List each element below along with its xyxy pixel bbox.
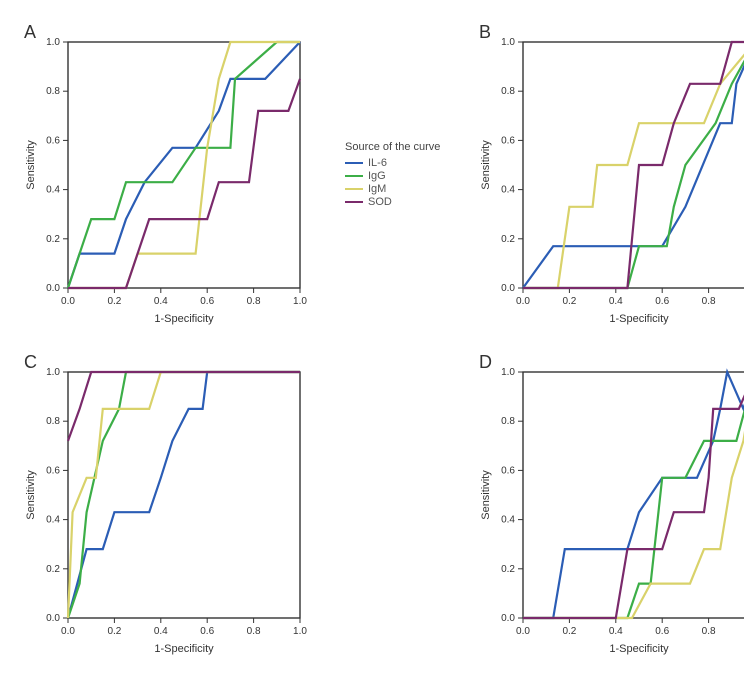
panel-d: D0.00.00.20.20.40.40.60.60.80.81.01.01-S… [475,350,744,660]
x-axis-title: 1-Specificity [609,313,669,325]
panel-label: A [24,22,36,42]
legend-label: IgG [368,170,386,182]
roc-curve-igm [523,372,744,618]
y-tick-label: 0.2 [46,234,60,245]
y-tick-label: 0.4 [46,185,60,196]
x-tick-label: 0.2 [562,626,576,637]
y-tick-label: 1.0 [46,37,60,48]
roc-curve-igg [523,42,744,288]
y-axis-title: Sensitivity [480,470,492,520]
x-tick-label: 0.0 [516,626,530,637]
y-tick-label: 1.0 [46,367,60,378]
y-tick-label: 0.4 [501,515,515,526]
y-tick-label: 0.8 [46,86,60,97]
y-tick-label: 0.6 [46,135,60,146]
roc-curve-il-6 [523,42,744,288]
legend-item: IgM [345,183,475,195]
y-tick-label: 0.6 [46,465,60,476]
legend-title: Source of the curve [345,141,475,153]
x-tick-label: 0.4 [609,296,623,307]
panel-label: B [479,22,491,42]
y-tick-label: 0.6 [501,465,515,476]
legend-swatch [345,175,363,177]
x-tick-label: 0.4 [609,626,623,637]
x-tick-label: 0.4 [154,626,168,637]
y-tick-label: 0.0 [46,613,60,624]
x-axis-title: 1-Specificity [154,313,214,325]
x-tick-label: 0.8 [247,626,261,637]
y-tick-label: 0.8 [46,416,60,427]
legend-swatch [345,162,363,164]
legend-item: IgG [345,170,475,182]
y-tick-label: 0.4 [501,185,515,196]
y-tick-label: 0.4 [46,515,60,526]
roc-curve-igm [523,42,744,288]
x-tick-label: 0.2 [562,296,576,307]
y-tick-label: 0.0 [46,283,60,294]
roc-curve-igm [68,372,300,618]
x-tick-label: 0.6 [655,296,669,307]
panel-b: B0.00.00.20.20.40.40.60.60.80.81.01.01-S… [475,20,744,330]
y-tick-label: 0.0 [501,283,515,294]
x-tick-label: 0.0 [61,626,75,637]
y-tick-label: 0.2 [501,234,515,245]
x-tick-label: 0.8 [702,626,716,637]
x-tick-label: 0.0 [516,296,530,307]
y-tick-label: 0.2 [46,564,60,575]
x-tick-label: 1.0 [293,296,307,307]
y-tick-label: 1.0 [501,37,515,48]
y-tick-label: 0.2 [501,564,515,575]
x-tick-label: 0.2 [107,626,121,637]
legend: Source of the curve IL-6IgGIgMSOD [345,141,475,209]
x-tick-label: 1.0 [293,626,307,637]
chart-grid: A0.00.00.20.20.40.40.60.60.80.81.01.01-S… [20,20,744,660]
y-tick-label: 1.0 [501,367,515,378]
panel-label: D [479,352,492,372]
y-axis-title: Sensitivity [480,140,492,190]
roc-curve-sod [523,42,744,288]
y-tick-label: 0.6 [501,135,515,146]
y-tick-label: 0.8 [501,416,515,427]
x-axis-title: 1-Specificity [154,643,214,655]
x-tick-label: 0.6 [655,626,669,637]
legend-item: IL-6 [345,157,475,169]
y-tick-label: 0.0 [501,613,515,624]
roc-curve-igg [523,372,744,618]
y-tick-label: 0.8 [501,86,515,97]
plot-frame [523,372,744,618]
legend-swatch [345,188,363,190]
panel-c: C 0.00.0 0.2 0.2 0.4 0.4 0.6 0.6 0.8 0.8 1.0 1.0 1-S… [20,350,310,660]
x-tick-label: 0.0 [61,296,75,307]
x-tick-label: 0.6 [200,626,214,637]
x-axis-title: 1-Specificity [609,643,669,655]
x-tick-label: 0.4 [154,296,168,307]
y-axis-title: Sensitivity [25,470,37,520]
legend-label: SOD [368,196,392,208]
x-tick-label: 0.8 [247,296,261,307]
x-tick-label: 0.6 [200,296,214,307]
legend-label: IgM [368,183,386,195]
legend-swatch [345,201,363,203]
roc-curve-il-6 [523,372,744,618]
legend-label: IL-6 [368,157,387,169]
roc-curve-sod [523,372,744,618]
roc-curve-sod [68,372,300,441]
panel-a: A 0.00.0 0.2 0.2 0.4 0.4 0.6 0.6 0.8 0.8 1.0 1.0 1-S… [20,20,310,330]
y-axis-title: Sensitivity [25,140,37,190]
x-tick-label: 0.2 [107,296,121,307]
panel-label: C [24,352,37,372]
plot-frame [523,42,744,288]
legend-item: SOD [345,196,475,208]
roc-curve-sod [68,79,300,288]
x-tick-label: 0.8 [702,296,716,307]
